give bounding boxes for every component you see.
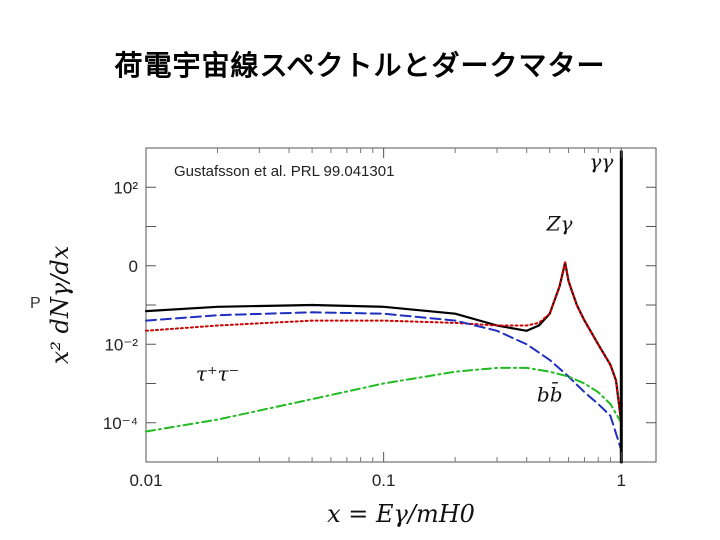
y-tick-label: 10⁻⁴ (103, 414, 138, 433)
y-tick-label: 10² (113, 178, 138, 197)
series-label: Zγ (546, 211, 573, 235)
x-tick-label: 1 (617, 471, 626, 490)
slide-title: 荷電宇宙線スペクトルとダークマター (114, 49, 606, 82)
series-label: bb̄ (537, 381, 563, 406)
x-tick-label: 0.01 (129, 471, 162, 490)
plot-curves (144, 150, 623, 464)
citation-text: Gustafsson et al. PRL 99.041301 (174, 163, 394, 180)
series-line (145, 311, 623, 452)
x-tick-label: 0.1 (372, 471, 396, 490)
plot-text: 0.01 0.1 1 10⁻⁴ 10⁻² 0 10² γγ Zγ τ⁺τ⁻ bb̄ Gustafsso… (30, 150, 626, 528)
y-tick-label: 0 (129, 257, 138, 276)
series-label: τ⁺τ⁻ (196, 361, 239, 385)
series-label: γγ (589, 150, 613, 174)
plot-frame (145, 147, 657, 463)
series-line (145, 366, 623, 433)
series-line (145, 261, 623, 424)
stray-label: P (30, 295, 41, 312)
plot-ticks (145, 147, 656, 463)
y-axis-label: x² dNγ/dx (46, 245, 74, 364)
x-axis-label: x = Eγ/mH0 (327, 500, 475, 528)
y-tick-label: 10⁻² (104, 335, 138, 354)
plot-area (145, 147, 657, 463)
